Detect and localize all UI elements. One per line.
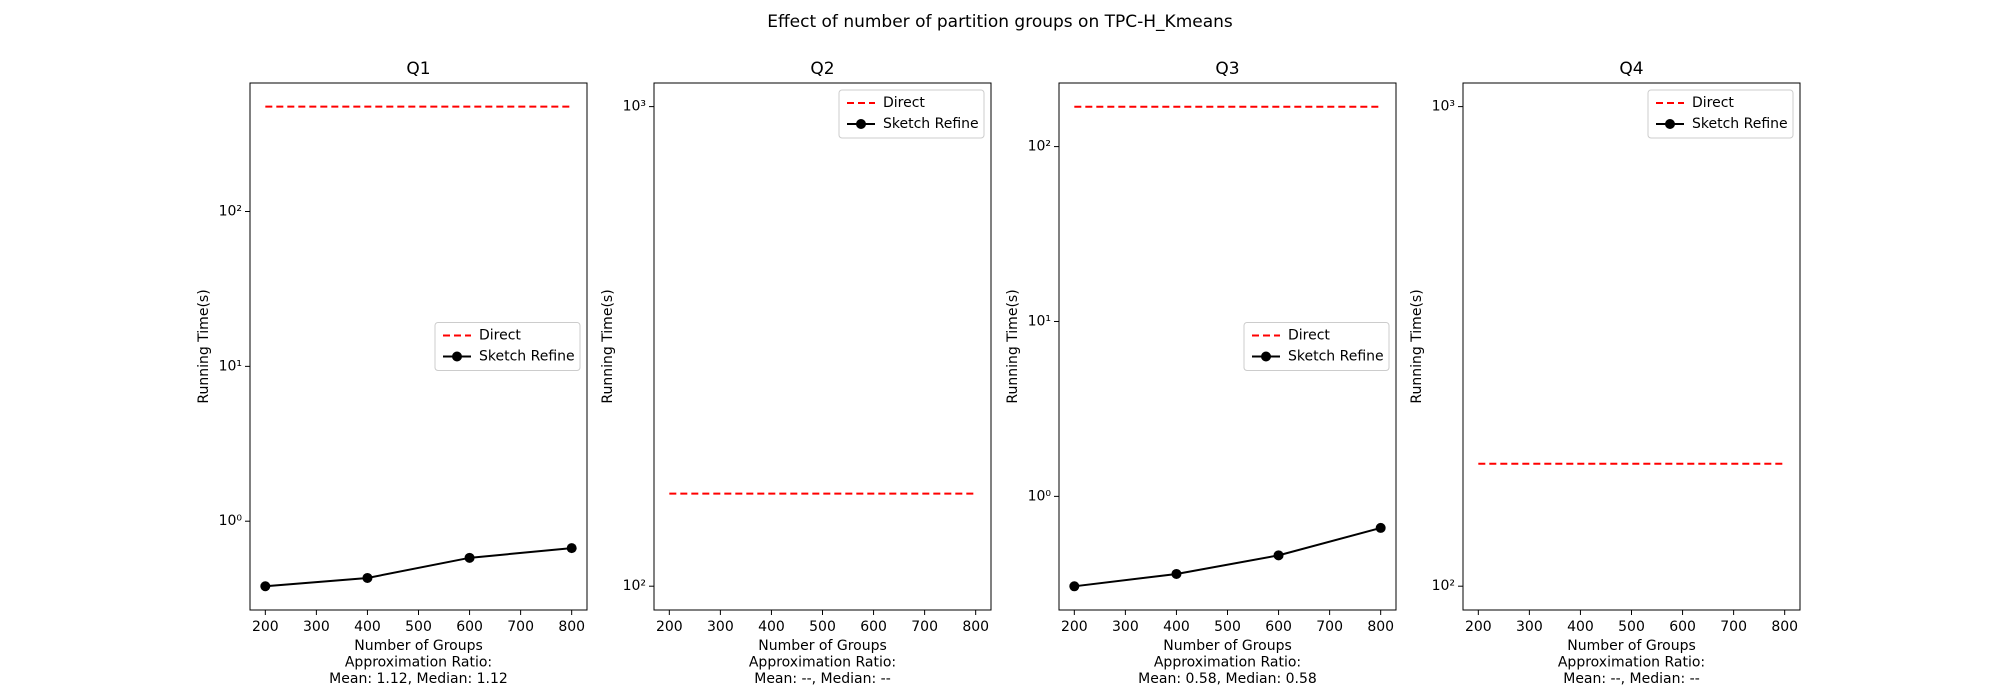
legend-marker xyxy=(452,351,462,362)
x-tick-label: 400 xyxy=(1163,619,1190,635)
data-point xyxy=(1273,550,1284,561)
y-tick-label: 10² xyxy=(219,204,242,220)
x-tick-label: 400 xyxy=(758,619,785,635)
y-tick-label: 10² xyxy=(1028,139,1051,155)
subplot-title: Q3 xyxy=(1215,59,1239,79)
x-axis-label: Approximation Ratio: xyxy=(749,655,896,671)
x-tick-label: 800 xyxy=(558,619,585,635)
x-axis-label: Number of Groups xyxy=(354,638,483,654)
figure-title: Effect of number of partition groups on … xyxy=(767,12,1233,32)
y-axis-label: Running Time(s) xyxy=(1005,289,1021,403)
legend-marker xyxy=(1665,119,1675,129)
axes-frame xyxy=(1462,82,1801,611)
data-point xyxy=(260,581,271,592)
x-tick-label: 400 xyxy=(1567,619,1594,635)
x-axis-label: Approximation Ratio: xyxy=(1558,655,1705,671)
x-tick-label: 600 xyxy=(1265,619,1292,635)
legend-box xyxy=(434,322,581,371)
y-tick-label: 10³ xyxy=(1432,99,1455,115)
x-tick-label: 700 xyxy=(507,619,534,635)
x-tick-label: 200 xyxy=(1465,619,1492,635)
y-axis-label: Running Time(s) xyxy=(196,289,212,403)
y-tick-label: 10¹ xyxy=(219,358,242,374)
legend: Direct Sketch Refine xyxy=(434,322,581,371)
legend-label: Sketch Refine xyxy=(1288,349,1384,365)
legend-label: Direct xyxy=(1692,95,1734,111)
y-tick-label: 10² xyxy=(1432,578,1455,594)
x-axis-label: Number of Groups xyxy=(758,638,887,654)
x-tick-label: 600 xyxy=(456,619,483,635)
data-line xyxy=(1074,526,1381,588)
legend-box xyxy=(1243,322,1390,371)
x-tick-label: 300 xyxy=(707,619,734,635)
legend-label: Direct xyxy=(883,95,925,111)
legend-label: Sketch Refine xyxy=(479,349,575,365)
y-tick-label: 10² xyxy=(623,578,646,594)
x-axis-label: Approximation Ratio: xyxy=(345,655,492,671)
x-tick-label: 800 xyxy=(962,619,989,635)
legend-box xyxy=(1647,89,1794,139)
data-point xyxy=(1171,568,1182,579)
legend-label: Direct xyxy=(1288,328,1330,344)
legend-label: Sketch Refine xyxy=(1692,116,1788,132)
data-point xyxy=(1375,522,1386,533)
axes-frame xyxy=(249,82,588,611)
x-axis-label: Mean: --, Median: -- xyxy=(754,671,891,687)
data-point xyxy=(1069,581,1080,592)
axes-frame xyxy=(653,82,992,611)
subplot-title: Q1 xyxy=(406,59,430,79)
legend-box xyxy=(838,89,985,139)
legend: Direct Sketch Refine xyxy=(1647,89,1794,139)
x-tick-label: 200 xyxy=(252,619,279,635)
legend-marker xyxy=(1261,351,1271,362)
x-tick-label: 700 xyxy=(911,619,938,635)
x-tick-label: 200 xyxy=(656,619,683,635)
x-tick-label: 300 xyxy=(1516,619,1543,635)
x-tick-label: 700 xyxy=(1720,619,1747,635)
x-tick-label: 800 xyxy=(1771,619,1798,635)
y-axis-label: Running Time(s) xyxy=(600,289,616,403)
legend: Direct Sketch Refine xyxy=(838,89,985,139)
x-tick-label: 300 xyxy=(1112,619,1139,635)
x-tick-label: 800 xyxy=(1367,619,1394,635)
x-tick-label: 300 xyxy=(303,619,330,635)
axes-frame xyxy=(1058,82,1397,611)
data-line xyxy=(265,547,572,588)
x-tick-label: 200 xyxy=(1061,619,1088,635)
x-tick-label: 700 xyxy=(1316,619,1343,635)
x-tick-label: 500 xyxy=(405,619,432,635)
x-axis-label: Mean: 1.12, Median: 1.12 xyxy=(329,671,508,687)
x-axis-label: Mean: --, Median: -- xyxy=(1563,671,1700,687)
x-tick-label: 500 xyxy=(809,619,836,635)
legend-label: Sketch Refine xyxy=(883,116,979,132)
data-point xyxy=(464,552,475,563)
legend-marker xyxy=(856,119,866,129)
y-axis-label: Running Time(s) xyxy=(1409,289,1425,403)
x-axis-label: Number of Groups xyxy=(1567,638,1696,654)
x-tick-label: 600 xyxy=(860,619,887,635)
x-axis-label: Mean: 0.58, Median: 0.58 xyxy=(1138,671,1317,687)
y-tick-label: 10⁰ xyxy=(219,513,243,529)
x-tick-label: 500 xyxy=(1618,619,1645,635)
subplot-title: Q4 xyxy=(1619,59,1643,79)
y-tick-label: 10³ xyxy=(623,99,646,115)
y-tick-label: 10⁰ xyxy=(1028,488,1052,504)
legend-label: Direct xyxy=(479,328,521,344)
x-tick-label: 500 xyxy=(1214,619,1241,635)
subplot-title: Q2 xyxy=(810,59,834,79)
data-point xyxy=(362,572,373,583)
y-tick-label: 10¹ xyxy=(1028,313,1051,329)
x-axis-label: Approximation Ratio: xyxy=(1154,655,1301,671)
x-tick-label: 600 xyxy=(1669,619,1696,635)
x-tick-label: 400 xyxy=(354,619,381,635)
x-axis-label: Number of Groups xyxy=(1163,638,1292,654)
data-point xyxy=(566,543,577,554)
legend: Direct Sketch Refine xyxy=(1243,322,1390,371)
